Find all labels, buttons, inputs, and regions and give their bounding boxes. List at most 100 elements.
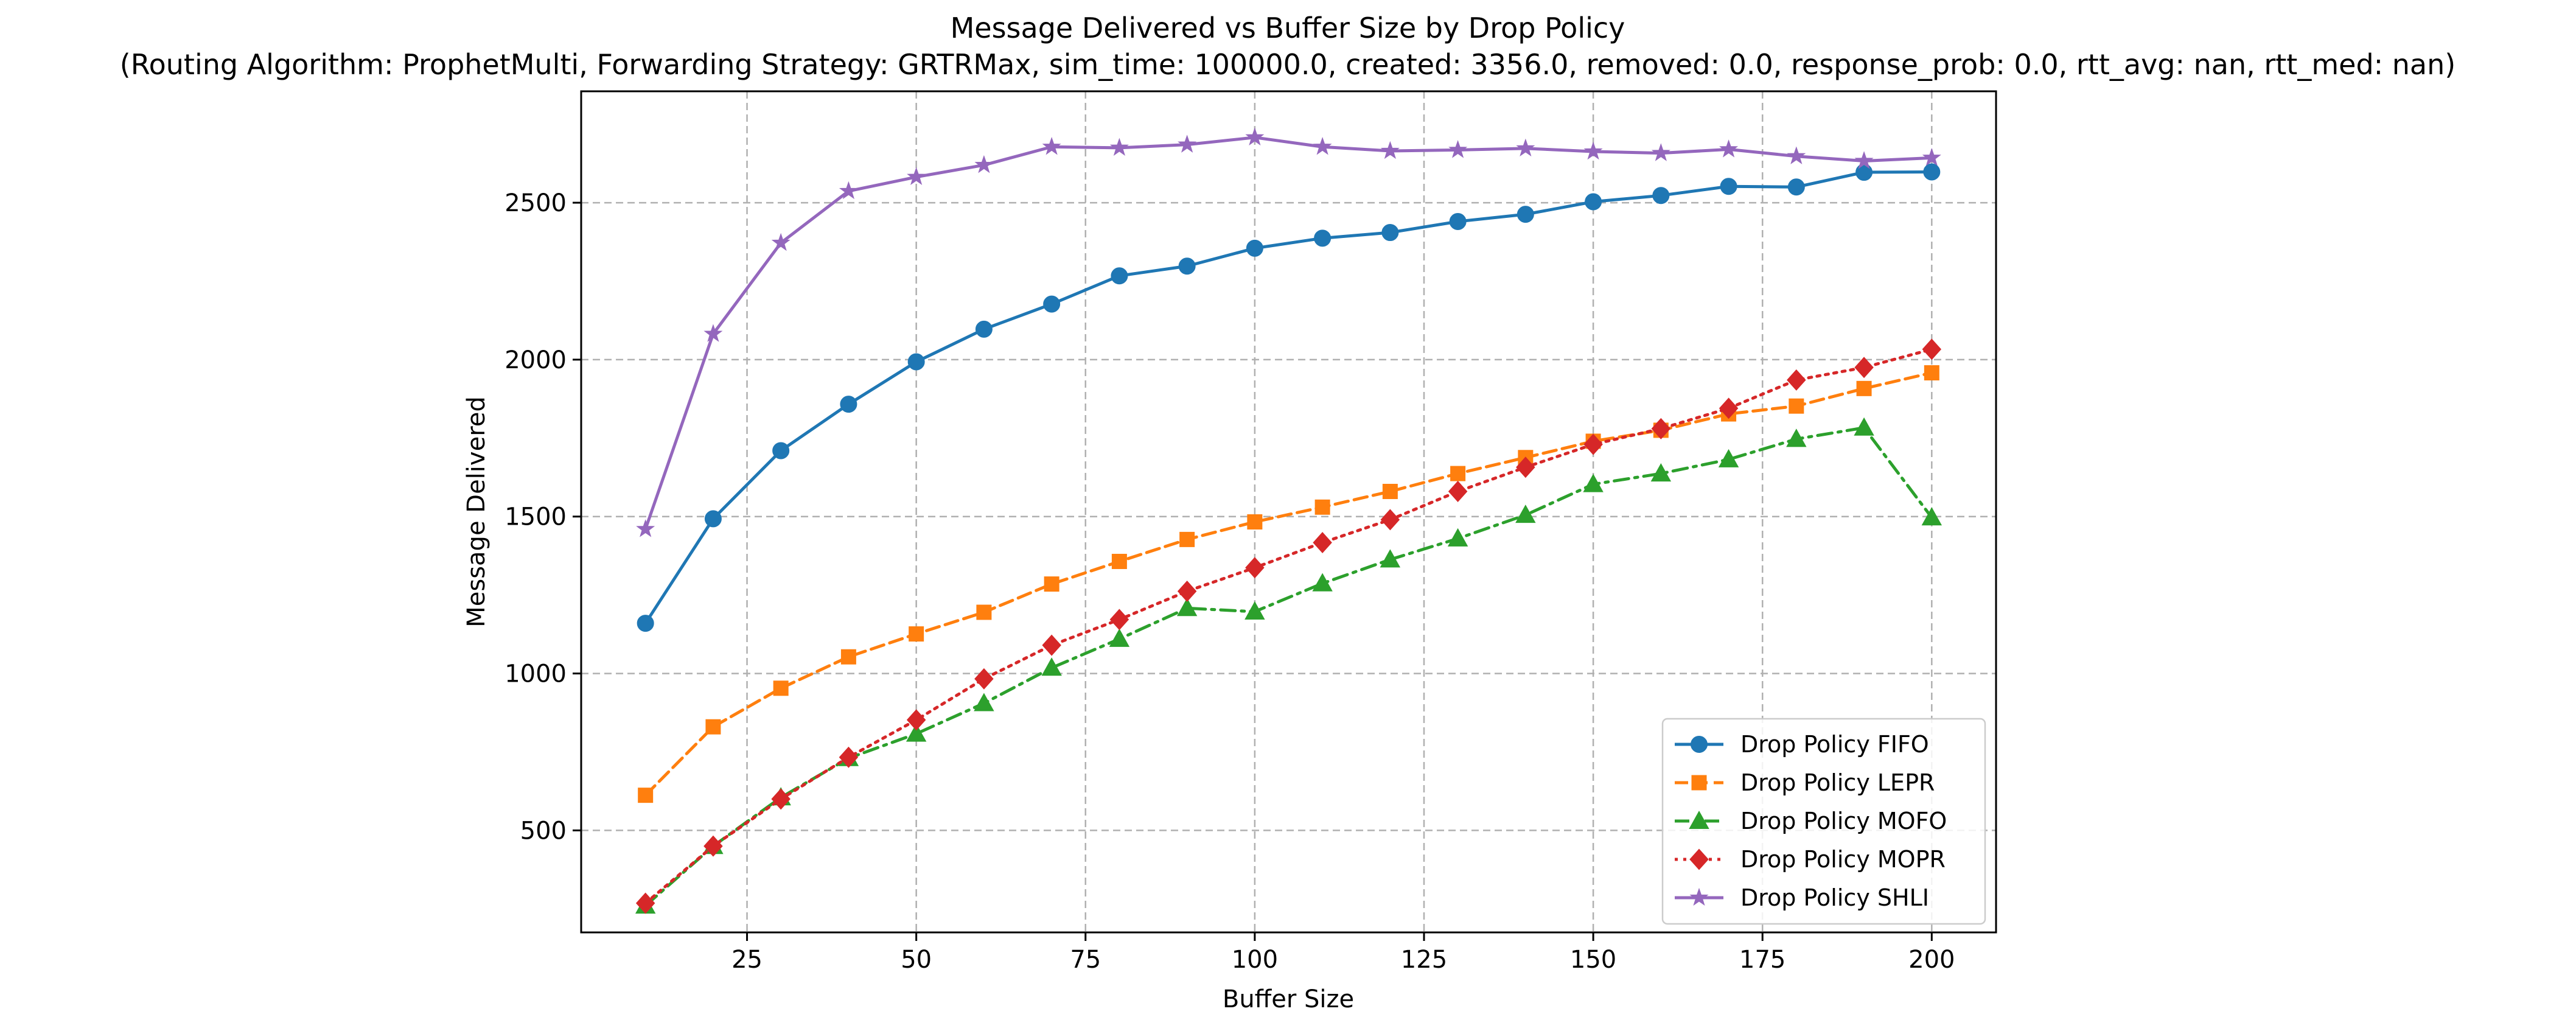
plot-frame <box>580 90 1997 934</box>
data-point <box>1787 178 1805 196</box>
data-point <box>703 324 723 342</box>
data-point <box>637 615 654 632</box>
data-point <box>1854 417 1874 436</box>
data-point <box>635 892 655 914</box>
y-tick-label: 500 <box>520 817 567 845</box>
y-tick-label: 1000 <box>504 660 567 688</box>
data-point <box>1380 509 1400 531</box>
series-line <box>644 170 1933 625</box>
data-point <box>1176 598 1198 617</box>
data-point <box>976 604 992 620</box>
data-point <box>773 680 789 696</box>
data-point <box>1380 549 1401 568</box>
data-point <box>1314 229 1332 247</box>
data-point <box>1245 557 1265 579</box>
x-tick-label: 50 <box>901 946 932 974</box>
data-point <box>1178 257 1196 275</box>
data-point <box>1922 148 1941 166</box>
x-tick-label: 100 <box>1232 946 1278 974</box>
y-axis-label: Message Delivered <box>462 396 490 627</box>
data-point <box>1447 528 1468 547</box>
data-point <box>1515 505 1536 523</box>
data-point <box>1109 138 1129 156</box>
data-point <box>771 232 791 251</box>
data-point <box>1922 338 1942 360</box>
data-point <box>1246 239 1263 257</box>
data-point <box>1651 143 1670 161</box>
data-point <box>1313 136 1332 155</box>
data-point <box>1042 136 1061 155</box>
data-point <box>906 709 926 731</box>
data-point <box>1109 609 1129 631</box>
data-point <box>1720 178 1737 195</box>
data-point <box>1651 418 1671 439</box>
data-point <box>705 719 721 735</box>
data-point <box>1652 187 1670 204</box>
data-point <box>974 668 994 690</box>
legend-label: Drop Policy LEPR <box>1740 769 1935 796</box>
data-point <box>1380 141 1400 159</box>
legend-label: Drop Policy MOFO <box>1740 808 1947 834</box>
x-tick-label: 175 <box>1739 946 1785 974</box>
data-point <box>1450 466 1466 481</box>
axis-ticks: 25 50 75 100 125 150 175 200 500 1000 1500 2000 2500 <box>504 189 1955 974</box>
data-point <box>1516 138 1535 157</box>
legend-marker <box>1689 848 1709 870</box>
series-line <box>644 426 1933 907</box>
data-point <box>1856 380 1872 396</box>
data-point <box>1650 463 1672 482</box>
y-tick-label: 1500 <box>504 503 567 531</box>
data-point <box>1924 365 1939 381</box>
data-point <box>771 788 791 810</box>
series-diamond <box>635 338 1942 914</box>
data-point <box>1111 267 1128 285</box>
x-tick-label: 200 <box>1908 946 1955 974</box>
legend-marker <box>1689 810 1709 829</box>
data-point <box>974 693 994 711</box>
data-point <box>1247 514 1263 530</box>
data-point <box>1381 224 1399 242</box>
data-point <box>704 510 722 528</box>
x-axis-label: Buffer Size <box>1223 985 1354 1013</box>
data-point <box>1855 164 1873 181</box>
data-point <box>1787 146 1806 164</box>
data-point <box>839 181 858 200</box>
x-tick-label: 25 <box>731 946 763 974</box>
series-line <box>644 348 1933 905</box>
legend-marker <box>1691 736 1708 753</box>
data-point <box>1313 532 1332 554</box>
chart-subtitle: (Routing Algorithm: ProphetMulti, Forwar… <box>120 48 2456 81</box>
data-point <box>772 442 790 460</box>
grid <box>581 91 1996 932</box>
data-point <box>1178 135 1197 153</box>
data-point <box>1448 480 1468 502</box>
data-point <box>1719 139 1739 158</box>
data-point <box>1921 507 1942 526</box>
data-point <box>1923 163 1941 181</box>
data-point <box>1583 474 1604 492</box>
legend-label: Drop Policy FIFO <box>1740 731 1929 758</box>
data-point <box>1245 127 1265 145</box>
legend-label: Drop Policy MOPR <box>1740 846 1946 873</box>
data-point <box>638 788 654 803</box>
data-point <box>1041 657 1062 676</box>
data-point <box>1043 295 1061 313</box>
legend-marker <box>1691 775 1707 791</box>
data-point <box>1312 573 1333 592</box>
data-point <box>906 723 927 742</box>
series-circle <box>637 163 1941 632</box>
data-point <box>1449 213 1467 231</box>
data-point <box>1314 499 1330 515</box>
data-point <box>1583 141 1603 160</box>
data-point <box>636 519 655 537</box>
data-point <box>1179 531 1195 547</box>
data-point <box>1719 397 1739 419</box>
data-point <box>1854 357 1874 379</box>
legend: Drop Policy FIFO Drop Policy LEPR Drop Pol… <box>1661 718 1986 925</box>
x-tick-label: 150 <box>1570 946 1616 974</box>
legend-label: Drop Policy SHLI <box>1740 884 1929 911</box>
data-point <box>1109 628 1130 647</box>
data-point <box>1042 634 1061 656</box>
series-line <box>644 371 1933 797</box>
series-layer <box>635 127 1942 914</box>
